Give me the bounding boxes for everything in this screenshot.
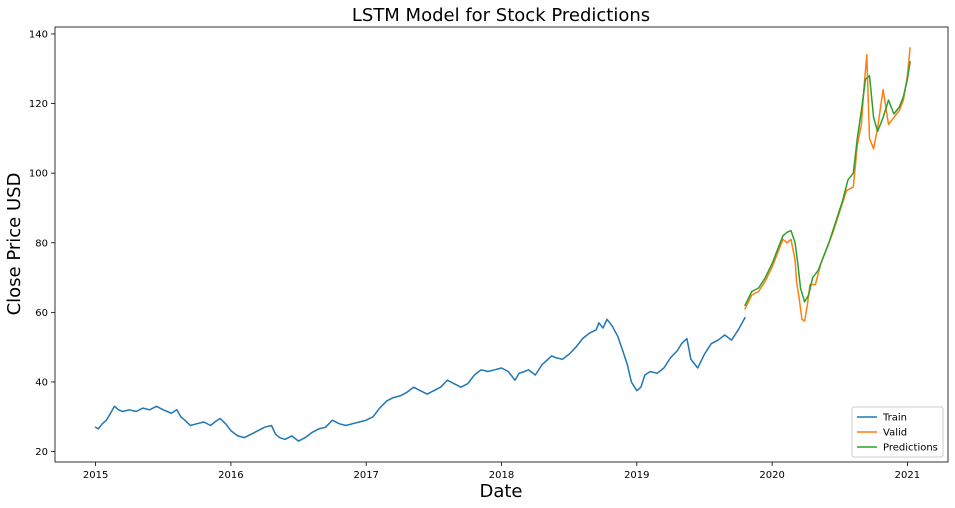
legend-entry-train: Train [882, 413, 907, 424]
series-lines [94, 47, 911, 442]
plot-frame [54, 26, 949, 463]
legend: Train Valid Predictions [851, 406, 944, 458]
x-axis-ticks: 2015 2016 2017 2018 2019 2020 2021 [83, 462, 920, 481]
x-tick-label: 2017 [353, 470, 378, 481]
plot-area [55, 27, 948, 462]
chart-title: LSTM Model for Stock Predictions [352, 5, 650, 26]
y-tick-label: 40 [35, 377, 48, 388]
x-tick-label: 2016 [218, 470, 243, 481]
y-tick-label: 140 [29, 29, 48, 40]
x-tick-label: 2015 [83, 470, 108, 481]
y-tick-label: 80 [35, 238, 48, 249]
legend-entry-valid: Valid [883, 428, 907, 439]
legend-box [851, 406, 944, 458]
y-axis-ticks: 20 40 60 80 100 120 140 [29, 29, 55, 458]
y-tick-label: 60 [35, 308, 48, 319]
x-axis-label: Date [479, 481, 522, 502]
y-axis-label: Close Price USD [4, 173, 25, 316]
series-line-train [94, 316, 746, 442]
y-tick-label: 20 [35, 447, 48, 458]
x-tick-label: 2020 [759, 470, 784, 481]
x-tick-label: 2019 [624, 470, 649, 481]
legend-entry-predictions: Predictions [883, 443, 938, 454]
y-tick-label: 100 [29, 169, 48, 180]
x-tick-label: 2021 [895, 470, 920, 481]
series-line-predictions [744, 61, 911, 307]
x-tick-label: 2018 [489, 470, 514, 481]
y-tick-label: 120 [29, 99, 48, 110]
